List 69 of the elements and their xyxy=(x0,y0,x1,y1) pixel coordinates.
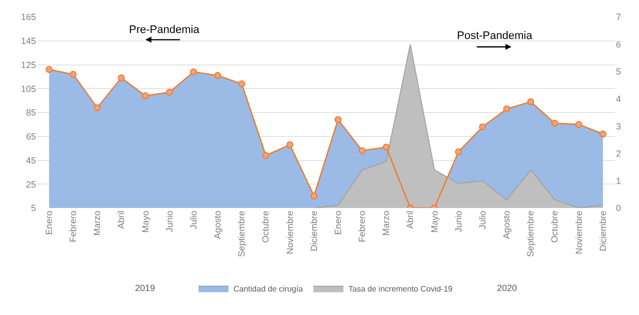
x-tick-label: Octubre xyxy=(550,210,560,243)
annotation: Pre-Pandemia xyxy=(129,24,200,36)
x-tick-label: Julio xyxy=(188,210,198,230)
x-tick-label: Marzo xyxy=(381,210,392,236)
x-tick-label: Agosto xyxy=(212,210,223,239)
point xyxy=(142,92,149,100)
point xyxy=(382,144,390,151)
point xyxy=(286,141,294,148)
point xyxy=(599,130,606,138)
x-tick-label: Junio xyxy=(164,210,174,232)
x-tick-label: Abril xyxy=(116,210,126,229)
point xyxy=(334,116,342,124)
x-tick-label: Mayo xyxy=(429,210,440,233)
point xyxy=(214,72,222,79)
x-tick-label: Enero xyxy=(44,210,54,235)
x-tick-label: Febrero xyxy=(357,210,368,242)
y-tick-label: 145 xyxy=(20,36,36,46)
x-tick-label: Julio xyxy=(477,210,488,230)
point xyxy=(575,120,582,128)
x-tick-label: Abril xyxy=(405,210,416,229)
y2-tick-label: 2 xyxy=(616,148,622,159)
y2-tick-label: 6 xyxy=(616,39,622,50)
point xyxy=(70,70,77,78)
x-tick-label: Diciembre xyxy=(308,210,319,252)
x-tick-label: Octubre xyxy=(260,210,271,243)
point xyxy=(238,80,246,88)
x-tick-label: Diciembre xyxy=(598,210,608,252)
annotation: Post-Pandemia xyxy=(457,30,534,42)
y2-tick-label: 7 xyxy=(616,12,622,22)
x-tick-label: Noviembre xyxy=(284,210,295,254)
point xyxy=(527,98,534,106)
y-tick-label: 105 xyxy=(20,84,36,94)
y-tick-label: 85 xyxy=(26,108,36,118)
point xyxy=(479,123,486,130)
x-tick-label: Marzo xyxy=(92,210,102,236)
point xyxy=(454,148,462,156)
x-tick-label: Febrero xyxy=(68,210,78,242)
point xyxy=(310,192,318,200)
x-tick-label: Noviembre xyxy=(574,210,584,254)
point xyxy=(262,152,270,159)
x-tick-label: Junio xyxy=(453,210,464,232)
y2-tick-label: 1 xyxy=(616,176,622,186)
x-tick-label: Agosto xyxy=(502,210,512,239)
point xyxy=(551,120,558,127)
y-tick-label: 65 xyxy=(26,132,36,142)
x-tick-label: Mayo xyxy=(140,210,150,233)
y2-tick-label: 3 xyxy=(616,121,622,132)
x-tick-label: Enero xyxy=(332,210,343,235)
y-tick-label: 5 xyxy=(30,203,36,214)
y-tick-label: 165 xyxy=(20,12,36,22)
legend-label: Tasa de incremento Covid-19 xyxy=(348,284,454,294)
y2-tick-label: 4 xyxy=(616,94,622,104)
legend-label: Cantidad de cirugía xyxy=(234,284,304,294)
point xyxy=(94,104,101,112)
point xyxy=(358,147,366,154)
text: 2020 xyxy=(497,283,518,293)
y-tick-label: 25 xyxy=(26,179,36,190)
y-tick-label: 45 xyxy=(26,155,36,166)
y2-tick-label: 0 xyxy=(616,203,622,214)
y-tick-label: 125 xyxy=(20,60,36,70)
point xyxy=(503,105,510,112)
x-tick-label: Septiembre xyxy=(526,210,536,257)
point xyxy=(166,88,173,96)
text: 2019 xyxy=(135,283,156,293)
x-tick-label: Septiembre xyxy=(236,210,247,257)
point xyxy=(46,66,53,74)
point xyxy=(118,74,125,82)
y2-tick-label: 5 xyxy=(616,66,622,77)
point xyxy=(190,68,198,76)
